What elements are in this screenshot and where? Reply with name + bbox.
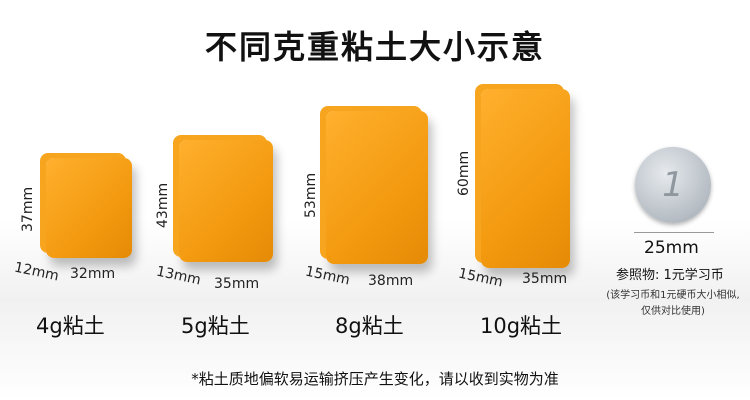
weight-label-8g: 8g粘土 [335, 314, 404, 338]
depth-label-4g: 12mm [12, 259, 61, 285]
width-label-4g: 32mm [70, 266, 116, 282]
width-label-5g: 35mm [214, 276, 260, 292]
height-label-4g: 37mm [20, 186, 36, 232]
weight-label-4g: 4g粘土 [36, 314, 105, 338]
height-label-5g: 43mm [155, 182, 171, 228]
footnote: *粘土质地偏软易运输挤压产生变化，请以收到实物为准 [191, 370, 559, 388]
reference-note-2: 仅供对比使用) [641, 306, 705, 317]
reference-label: 参照物: 1元学习币 [616, 268, 724, 283]
clay-block-5g [179, 140, 273, 262]
depth-label-8g: 15mm [303, 263, 352, 289]
weight-label-10g: 10g粘土 [480, 314, 563, 338]
reference-note-1: (该学习币和1元硬币大小相似, [606, 290, 740, 301]
clay-block-8g [326, 111, 428, 264]
coin-dimension-line [634, 232, 714, 233]
coin-face-text: 1 [662, 165, 684, 205]
height-label-10g: 60mm [456, 150, 472, 196]
width-label-10g: 35mm [522, 271, 568, 287]
page-title: 不同克重粘土大小示意 [204, 28, 545, 66]
height-label-8g: 53mm [303, 172, 319, 218]
coin-image: 1 [635, 147, 711, 223]
clay-block-10g [481, 89, 570, 268]
depth-label-10g: 15mm [456, 265, 505, 291]
weight-label-5g: 5g粘土 [181, 314, 250, 338]
coin-diameter-label: 25mm [644, 238, 699, 258]
clay-block-4g [46, 158, 132, 258]
depth-label-5g: 13mm [154, 263, 203, 289]
width-label-8g: 38mm [368, 273, 414, 289]
